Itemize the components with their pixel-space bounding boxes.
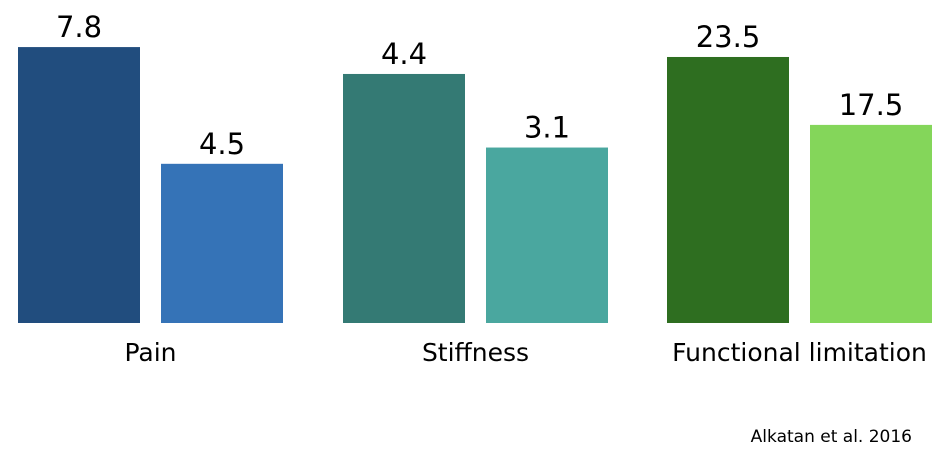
group-label: Stiffness — [422, 338, 529, 367]
source-note: Alkatan et al. 2016 — [751, 427, 912, 447]
bar — [18, 47, 140, 323]
value-label: 17.5 — [839, 88, 904, 122]
bar — [343, 73, 465, 324]
value-label: 7.8 — [56, 10, 102, 44]
group-label: Pain — [124, 338, 176, 367]
bar — [810, 124, 932, 324]
value-label: 4.5 — [199, 127, 245, 161]
bar — [161, 163, 283, 323]
value-label: 23.5 — [696, 20, 761, 54]
bar — [667, 56, 789, 323]
group-label: Functional limitation — [672, 338, 927, 367]
value-label: 4.4 — [381, 37, 427, 71]
value-label: 3.1 — [524, 111, 570, 145]
bar — [486, 147, 608, 323]
